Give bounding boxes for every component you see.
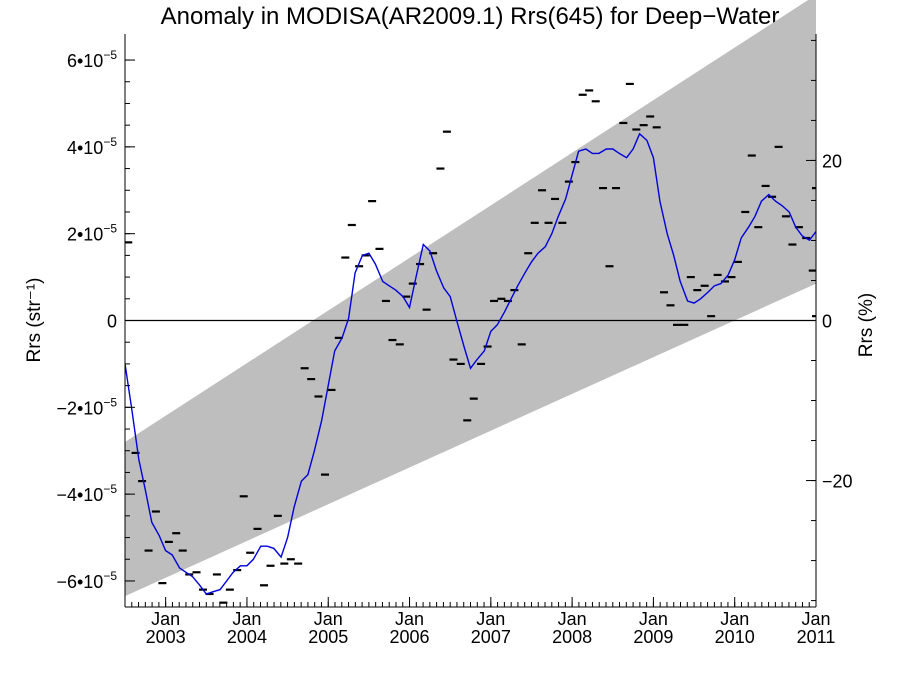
x-tick-label-year: 2011 [797,627,836,647]
x-tick-label-year: 2009 [633,627,673,647]
x-tick-label-year: 2008 [552,627,592,647]
y-tick-label-left: −2•10−5 [56,395,117,418]
x-tick-label-month: Jan [639,609,668,629]
y-tick-label-left: 0 [107,312,117,332]
y-tick-label-right: 20 [822,151,842,171]
x-tick-label-month: Jan [720,609,749,629]
x-tick-label-year: 2005 [308,627,348,647]
y-tick-label-left: −4•10−5 [56,482,117,505]
y-tick-label-right: −20 [822,472,853,492]
chart-title: Anomaly in MODISA(AR2009.1) Rrs(645) for… [161,3,780,30]
x-tick-label-month: Jan [232,609,261,629]
x-tick-label-year: 2004 [227,627,267,647]
x-tick-label-month: Jan [395,609,424,629]
plot-area [125,0,816,604]
y-tick-label-right: 0 [822,312,832,332]
running-mean-line [125,132,816,595]
x-tick-label-month: Jan [151,609,180,629]
x-tick-label-month: Jan [801,609,830,629]
y-tick-label-left: 2•10−5 [67,222,117,245]
y-tick-label-left: −6•10−5 [56,569,117,592]
y-axis-label-right: Rrs (%) [856,293,877,357]
x-tick-label-year: 2010 [715,627,755,647]
x-tick-label-year: 2003 [146,627,186,647]
y-axis-label-left: Rrs (str⁻¹) [24,278,45,363]
uncertainty-band [125,0,816,597]
y-tick-label-left: 4•10−5 [67,135,117,158]
x-tick-label-month: Jan [476,609,505,629]
x-tick-label-year: 2007 [471,627,511,647]
x-tick-label-year: 2006 [390,627,430,647]
x-tick-label-month: Jan [558,609,587,629]
y-tick-label-left: 6•10−5 [67,48,117,71]
x-tick-label-month: Jan [314,609,343,629]
